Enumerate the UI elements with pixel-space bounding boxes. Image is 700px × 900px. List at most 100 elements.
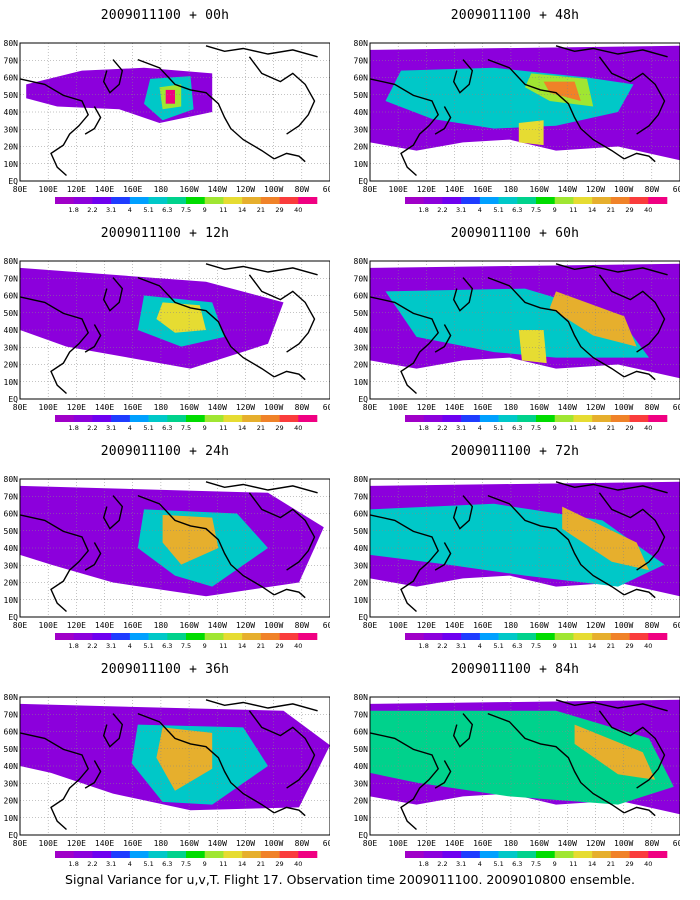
colorbar-label: 1.8 xyxy=(69,642,79,650)
colorbar-swatch xyxy=(554,415,574,422)
map-frame xyxy=(19,260,330,400)
colorbar-swatch xyxy=(111,415,131,422)
colorbar-label: 3.1 xyxy=(106,860,116,868)
colorbar-label: 2.2 xyxy=(87,642,97,650)
longitude-label: 140W xyxy=(558,621,577,630)
colorbar-swatch xyxy=(55,633,75,640)
colorbar-swatch xyxy=(423,415,443,422)
latitude-label: 80N xyxy=(354,257,369,266)
colorbar-label: 21 xyxy=(257,860,265,868)
latitude-label: 10N xyxy=(354,160,369,169)
colorbar-label: 14 xyxy=(588,860,596,868)
colorbar-swatch xyxy=(517,197,537,204)
latitude-label: 60N xyxy=(354,292,369,301)
colorbar-label: 3.1 xyxy=(106,206,116,214)
longitude-label: 100E xyxy=(39,621,58,630)
coastline xyxy=(248,274,316,353)
longitude-label: 160E xyxy=(123,185,142,194)
longitude-label: 140W xyxy=(208,185,227,194)
latitude-label: 70N xyxy=(4,710,19,719)
colorbar-label: 21 xyxy=(257,206,265,214)
longitude-label: 60W xyxy=(323,185,330,194)
longitude-label: 100W xyxy=(614,185,633,194)
latitude-label: 10N xyxy=(4,596,19,605)
longitude-label: 140W xyxy=(558,185,577,194)
colorbar-label: 4 xyxy=(478,642,482,650)
coastline xyxy=(84,106,102,135)
panel-72h: 2009011100 + 72h 80E 100E 120E 140E 160E 180 1… xyxy=(350,441,680,651)
colorbar-swatch xyxy=(498,633,518,640)
longitude-label: 80W xyxy=(295,839,310,848)
longitude-label: 100E xyxy=(39,839,58,848)
longitude-label: 140W xyxy=(208,839,227,848)
colorbar-label: 5.1 xyxy=(143,642,153,650)
colorbar-label: 9 xyxy=(553,424,557,432)
coastline xyxy=(555,481,668,494)
colorbar-swatch xyxy=(405,197,425,204)
colorbar-swatch xyxy=(498,197,518,204)
longitude-label: 80E xyxy=(363,621,378,630)
longitude-label: 80W xyxy=(645,403,660,412)
latitude-label: 60N xyxy=(354,510,369,519)
colorbar-swatch xyxy=(279,415,299,422)
coastline xyxy=(598,492,666,571)
colorbar-label: 7.5 xyxy=(181,860,191,868)
coastline xyxy=(598,274,666,353)
colorbar-label: 14 xyxy=(238,206,246,214)
colorbar-label: 6.3 xyxy=(162,860,172,868)
variance-shading xyxy=(162,514,219,565)
longitude-label: 160E xyxy=(123,839,142,848)
colorbar-label: 1.8 xyxy=(419,860,429,868)
colorbar-swatch xyxy=(73,197,93,204)
longitude-label: 100W xyxy=(614,403,633,412)
latitude-label: EQ xyxy=(8,613,18,622)
coastline xyxy=(369,732,440,831)
longitude-label: 120W xyxy=(236,839,255,848)
panel-84h: 2009011100 + 84h 80E 100E 120E 140E 160E 180 1… xyxy=(350,659,680,869)
latitude-label: 70N xyxy=(354,710,369,719)
latitude-label: EQ xyxy=(358,613,368,622)
colorbar-swatch xyxy=(536,851,556,858)
colorbar-swatch xyxy=(260,851,280,858)
panel-title: 2009011100 + 12h xyxy=(100,226,230,241)
colorbar-swatch xyxy=(573,851,593,858)
colorbar-label: 14 xyxy=(238,860,246,868)
latitude-label: 70N xyxy=(354,274,369,283)
colorbar-swatch xyxy=(479,197,499,204)
colorbar-label: 3.1 xyxy=(456,860,466,868)
coastline xyxy=(369,514,440,613)
longitude-label: 140W xyxy=(558,403,577,412)
map-canvas: 80E 100E 120E 140E 160E 180 160W 140W 120W 100W 80… xyxy=(4,257,330,432)
colorbar-swatch xyxy=(461,851,481,858)
latitude-label: 30N xyxy=(354,343,369,352)
map-frame xyxy=(369,696,680,836)
coastline xyxy=(555,45,668,58)
latitude-label: EQ xyxy=(8,177,18,186)
colorbar-label: 11 xyxy=(569,206,577,214)
panel-60h: 2009011100 + 60h 80E 100E 120E 140E 160E 180 1… xyxy=(350,223,680,433)
colorbar-label: 5.1 xyxy=(493,424,503,432)
longitude-label: 120E xyxy=(417,185,436,194)
latitude-label: 30N xyxy=(354,779,369,788)
colorbar-swatch xyxy=(279,197,299,204)
colorbar-swatch xyxy=(260,633,280,640)
colorbar-swatch xyxy=(223,851,243,858)
latitude-label: 40N xyxy=(354,544,369,553)
longitude-label: 80W xyxy=(295,621,310,630)
longitude-label: 100W xyxy=(614,621,633,630)
colorbar-label: 1.8 xyxy=(69,860,79,868)
longitude-label: 140E xyxy=(445,403,464,412)
colorbar-label: 29 xyxy=(275,206,283,214)
colorbar-label: 11 xyxy=(219,206,227,214)
colorbar-label: 29 xyxy=(275,860,283,868)
latitude-label: 70N xyxy=(4,492,19,501)
colorbar-label: 4 xyxy=(128,206,132,214)
longitude-label: 160W xyxy=(529,185,548,194)
colorbar-label: 5.1 xyxy=(493,206,503,214)
longitude-label: 120E xyxy=(67,621,86,630)
map-canvas: 80E 100E 120E 140E 160E 180 160W 140W 120W 100W 80… xyxy=(354,39,680,214)
colorbar-swatch xyxy=(129,633,149,640)
coastline xyxy=(555,699,668,712)
colorbar-swatch xyxy=(479,633,499,640)
colorbar-swatch xyxy=(298,415,318,422)
